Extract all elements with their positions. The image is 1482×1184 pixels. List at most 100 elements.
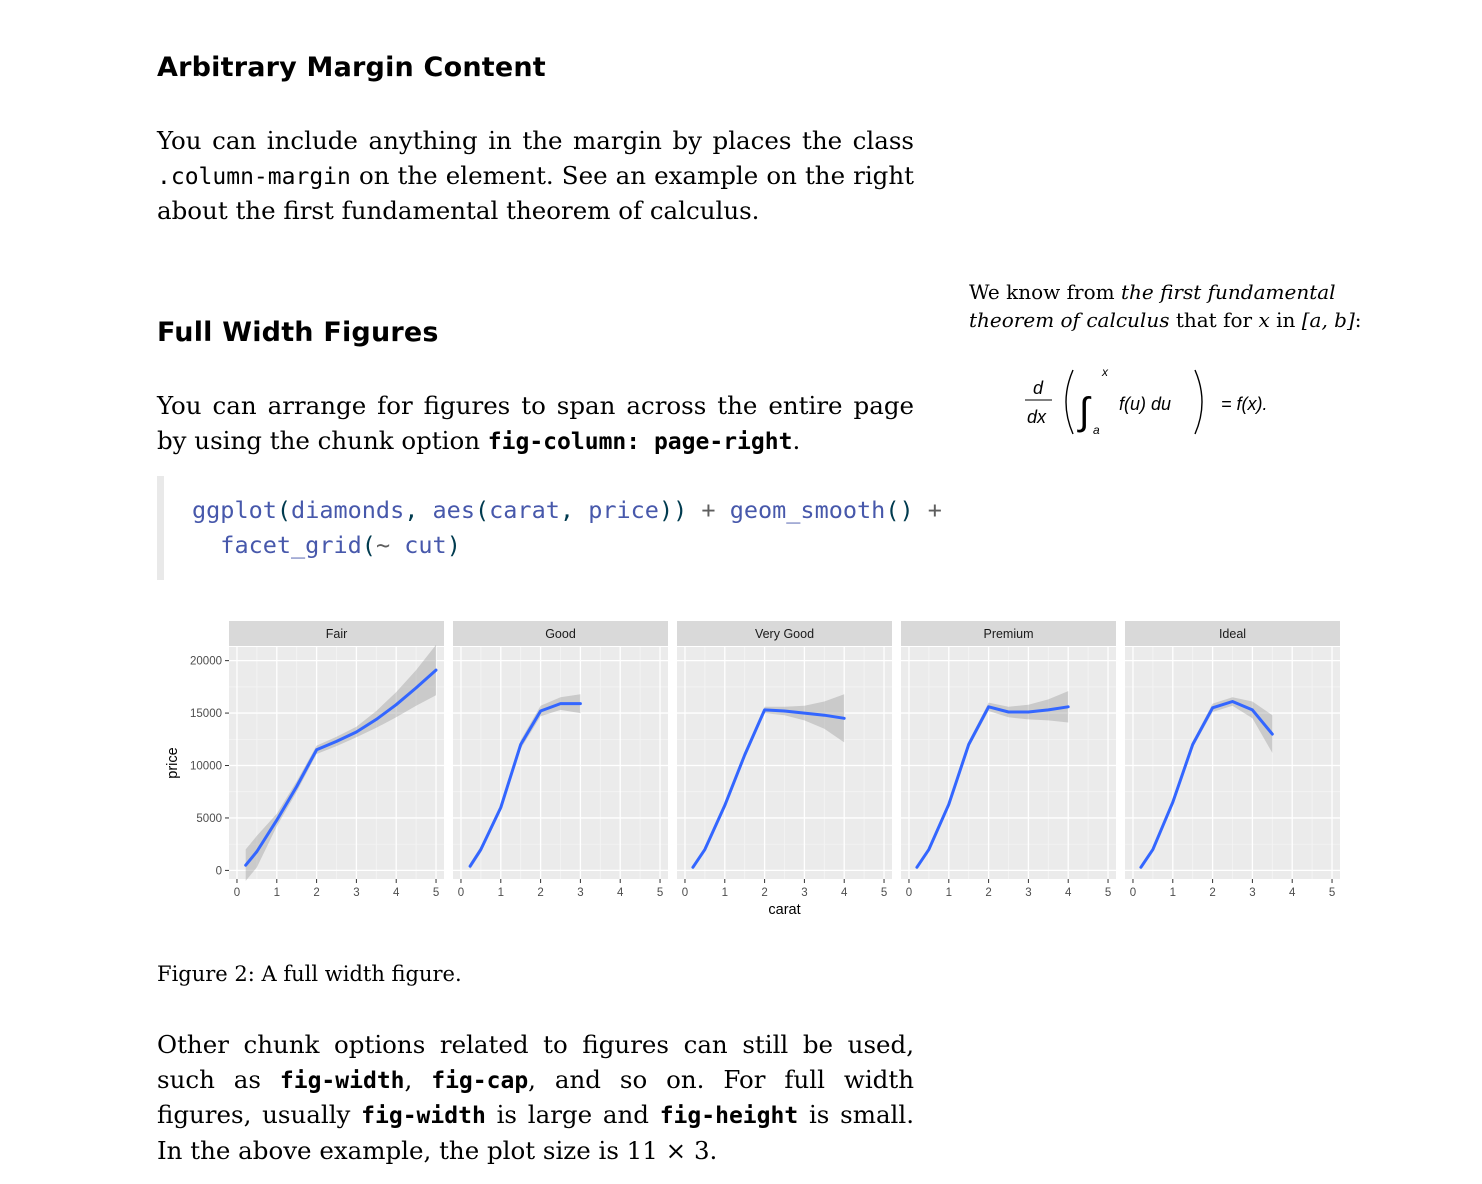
code-text: ggplot(diamonds, aes(carat, price)) + ge…: [192, 493, 942, 563]
paragraph-text: on the element. See an example on the ri…: [157, 160, 914, 226]
x-tick-label: 3: [577, 887, 583, 899]
x-tick-label: 2: [1209, 887, 1215, 899]
eq-upper-limit: x: [1101, 365, 1109, 379]
code-token: ~: [375, 531, 391, 559]
code-token: (): [885, 496, 914, 524]
code-token: aes: [432, 496, 475, 524]
margin-text: that for: [1169, 308, 1259, 332]
inline-code-fig-column: fig-column: page-right: [487, 428, 793, 455]
x-tick-label: 3: [801, 887, 807, 899]
code-token: (: [361, 531, 376, 559]
x-tick-label: 0: [1130, 887, 1136, 899]
margin-note: We know from the first fundamental theor…: [969, 278, 1369, 334]
section-heading-full-width-figures: Full Width Figures: [157, 317, 439, 348]
code-token: carat: [489, 496, 560, 524]
inline-code-column-margin: .column-margin: [157, 163, 351, 190]
confidence-band: [470, 694, 581, 870]
x-tick-label: 0: [234, 887, 240, 899]
x-tick-label: 4: [1289, 887, 1296, 899]
y-tick-label: 15000: [190, 708, 222, 720]
code-token: (: [276, 496, 292, 524]
facet-strip: [229, 621, 444, 646]
inline-code-fig-height: fig-height: [659, 1103, 799, 1129]
inline-code-fig-cap: fig-cap: [431, 1067, 529, 1094]
code-token: ,: [559, 496, 589, 524]
margin-text: in: [1269, 308, 1302, 332]
section-heading-margin-content: Arbitrary Margin Content: [157, 52, 546, 83]
paragraph-text: is large and: [485, 1100, 660, 1129]
paragraph-text: is small. In the above example, the plot…: [157, 1100, 915, 1165]
facet-label: Good: [545, 627, 576, 641]
code-token: (: [474, 496, 490, 524]
x-tick-label: 2: [985, 887, 991, 899]
code-token: price: [588, 496, 659, 524]
x-tick-label: 3: [1025, 887, 1031, 899]
facet-label: Fair: [326, 627, 348, 641]
full-width-paragraph: You can arrange for figures to span acro…: [157, 389, 914, 459]
math-variable: x: [1258, 308, 1270, 332]
facet-strip: [901, 621, 1116, 646]
y-tick-label: 10000: [190, 761, 222, 773]
figure-caption: Figure 2: A full width figure.: [157, 962, 462, 986]
x-tick-label: 1: [274, 887, 280, 899]
eq-denominator: dx: [1027, 407, 1047, 427]
y-axis-label: price: [165, 747, 181, 778]
code-token: )): [658, 496, 688, 524]
x-tick-label: 1: [946, 887, 952, 899]
facet-strip: [1125, 621, 1340, 646]
x-tick-label: 1: [1170, 887, 1176, 899]
x-tick-label: 5: [657, 887, 663, 899]
x-tick-label: 3: [353, 887, 359, 899]
smooth-line: [468, 702, 582, 868]
x-tick-label: 2: [761, 887, 767, 899]
math-interval: [a, b]: [1301, 308, 1355, 332]
x-tick-label: 2: [313, 887, 319, 899]
inline-code-fig-width: fig-width: [279, 1067, 405, 1094]
paragraph-text: Other chunk options related to figures c…: [157, 1030, 914, 1094]
margin-text: :: [1354, 308, 1362, 332]
code-token: facet_grid: [220, 531, 362, 559]
facet-label: Very Good: [755, 627, 814, 641]
x-tick-label: 4: [393, 887, 400, 899]
facet-label: Ideal: [1219, 627, 1246, 641]
eq-integrand: f(u) du: [1119, 394, 1171, 414]
x-tick-label: 5: [1329, 887, 1335, 899]
facet-strip: [453, 621, 668, 646]
x-tick-label: 4: [617, 887, 624, 899]
calculus-equation: d dx ∫ x a f(u) du = f(x).: [1025, 365, 1268, 437]
code-token: +: [687, 496, 730, 524]
paragraph-text: You can arrange for figures to span acro…: [157, 391, 914, 455]
x-tick-label: 4: [841, 887, 848, 899]
paragraph-text: .: [792, 425, 801, 455]
margin-text: We know from: [969, 280, 1121, 304]
smooth-line: [691, 708, 846, 869]
smooth-line: [244, 668, 438, 867]
code-token: +: [913, 496, 942, 524]
code-token: diamonds: [291, 496, 405, 524]
code-token: [192, 531, 220, 559]
x-tick-label: 0: [682, 887, 688, 899]
x-tick-label: 5: [433, 887, 439, 899]
x-tick-label: 0: [906, 887, 912, 899]
x-tick-label: 4: [1065, 887, 1072, 899]
smooth-line: [915, 705, 1070, 869]
code-token: ggplot: [192, 496, 277, 524]
code-token: ): [446, 531, 461, 559]
code-token: geom_smooth: [729, 496, 886, 524]
x-tick-label: 5: [881, 887, 887, 899]
eq-rhs: = f(x).: [1221, 394, 1268, 414]
x-tick-label: 1: [498, 887, 504, 899]
x-tick-label: 5: [1105, 887, 1111, 899]
margin-content-paragraph: You can include anything in the margin b…: [157, 124, 914, 229]
code-token: ,: [404, 496, 433, 524]
eq-numerator: d: [1033, 378, 1044, 398]
y-tick-label: 0: [216, 865, 222, 877]
inline-code-fig-width: fig-width: [361, 1103, 486, 1129]
smooth-line: [1139, 700, 1274, 869]
y-tick-label: 20000: [190, 656, 222, 668]
confidence-band: [245, 644, 436, 881]
facet-label: Premium: [983, 627, 1033, 641]
paragraph-text: You can include anything in the margin b…: [157, 126, 914, 155]
facet-strip: [677, 621, 892, 646]
